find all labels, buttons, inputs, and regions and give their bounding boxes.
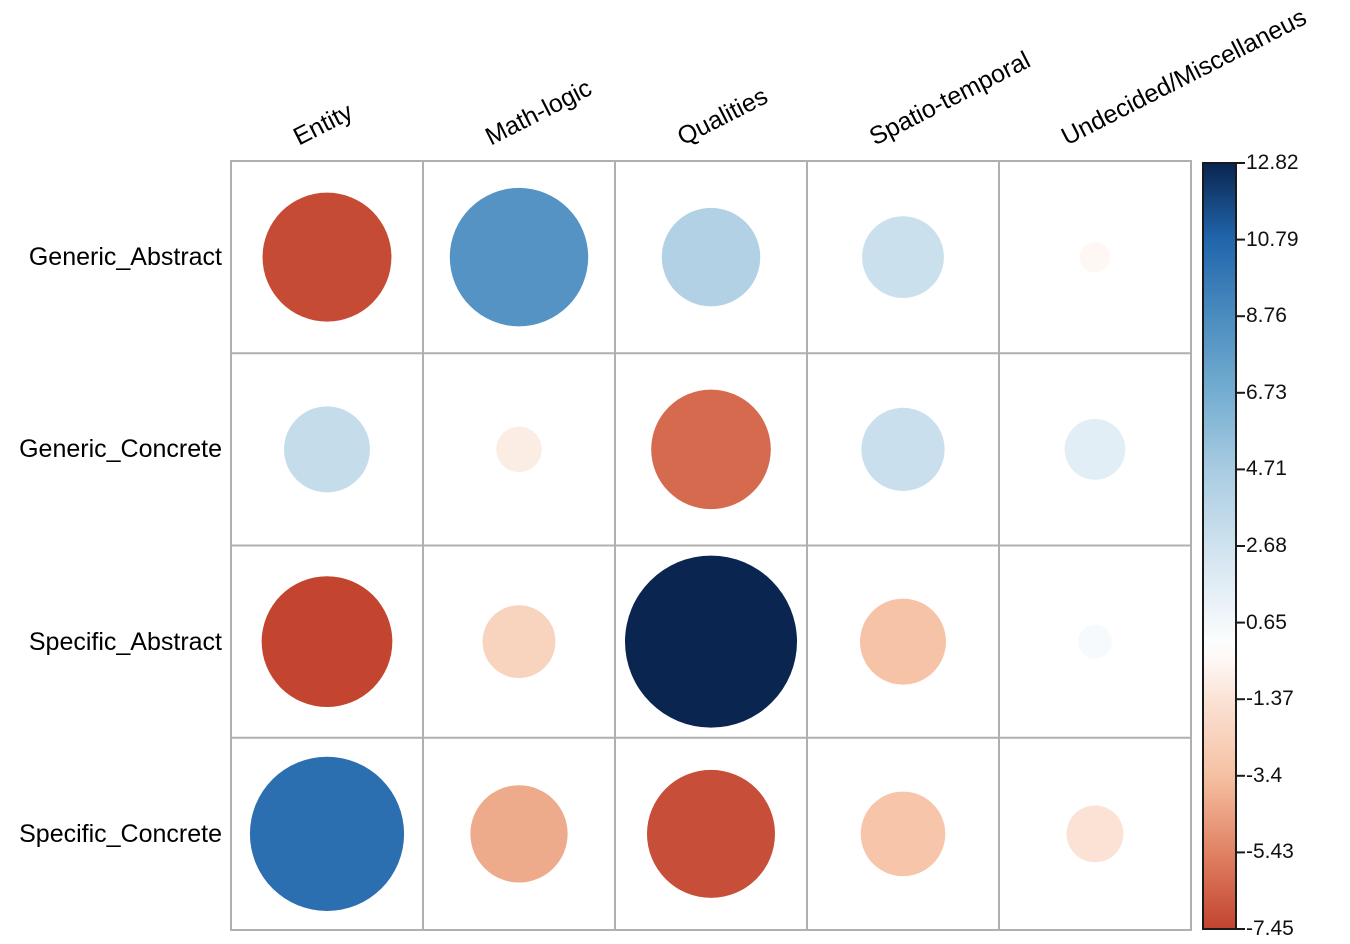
colorbar xyxy=(1202,162,1237,930)
row-label-Specific_Concrete: Specific_Concrete xyxy=(19,819,222,848)
colorbar-tick-label: -1.37 xyxy=(1246,687,1294,711)
grid-lines xyxy=(230,160,1192,931)
bubbles xyxy=(249,187,1126,911)
colorbar-tick-label: 6.73 xyxy=(1246,380,1287,404)
colorbar-tick-label: 10.79 xyxy=(1246,227,1299,251)
bubble-Specific_Abstract-Qualities xyxy=(625,555,797,728)
row-label-Generic_Abstract: Generic_Abstract xyxy=(28,243,222,272)
colorbar-tick-label: 4.71 xyxy=(1246,457,1287,481)
bubble-Specific_Concrete-Math-logic xyxy=(470,785,568,883)
bubble-Generic_Concrete-Spatio-temporal xyxy=(861,407,945,491)
bubble-Generic_Abstract-Undecided/Miscellaneus xyxy=(1079,241,1111,273)
bubble-Generic_Abstract-Spatio-temporal xyxy=(862,216,944,299)
colorbar-tick-label: -7.45 xyxy=(1246,917,1294,940)
bubble-Generic_Abstract-Math-logic xyxy=(449,187,589,327)
bubble-Specific_Abstract-Math-logic xyxy=(482,605,556,679)
bubble-Generic_Concrete-Entity xyxy=(284,406,370,493)
bubble-Specific_Concrete-Entity xyxy=(249,756,405,911)
bubble-Generic_Abstract-Entity xyxy=(262,192,392,322)
colorbar-tick-label: 2.68 xyxy=(1246,534,1287,557)
bubble-Specific_Concrete-Spatio-temporal xyxy=(860,791,946,877)
colorbar-tick-label: 12.82 xyxy=(1246,151,1299,174)
colorbar-tick-label: 0.65 xyxy=(1246,610,1287,634)
bubble-Generic_Concrete-Math-logic xyxy=(496,426,542,473)
bubble-Generic_Concrete-Undecided/Miscellaneus xyxy=(1064,418,1126,480)
row-label-Specific_Abstract: Specific_Abstract xyxy=(28,627,222,656)
bubble-Specific_Abstract-Spatio-temporal xyxy=(860,598,946,685)
colorbar-tick-label: 8.76 xyxy=(1246,304,1287,328)
bubble-Generic_Abstract-Qualities xyxy=(661,207,761,307)
bubble-Specific_Abstract-Undecided/Miscellaneus xyxy=(1078,624,1112,659)
bubble-Specific_Abstract-Entity xyxy=(261,576,393,707)
row-label-Generic_Concrete: Generic_Concrete xyxy=(19,435,222,464)
bubble-Specific_Concrete-Qualities xyxy=(646,769,776,898)
bubble-Specific_Concrete-Undecided/Miscellaneus xyxy=(1066,805,1124,863)
colorbar-tick-label: -5.43 xyxy=(1246,840,1294,864)
colorbar-tick-label: -3.4 xyxy=(1246,763,1283,787)
colorbar-ticks xyxy=(1236,162,1245,930)
bubble-Generic_Concrete-Qualities xyxy=(651,389,771,510)
